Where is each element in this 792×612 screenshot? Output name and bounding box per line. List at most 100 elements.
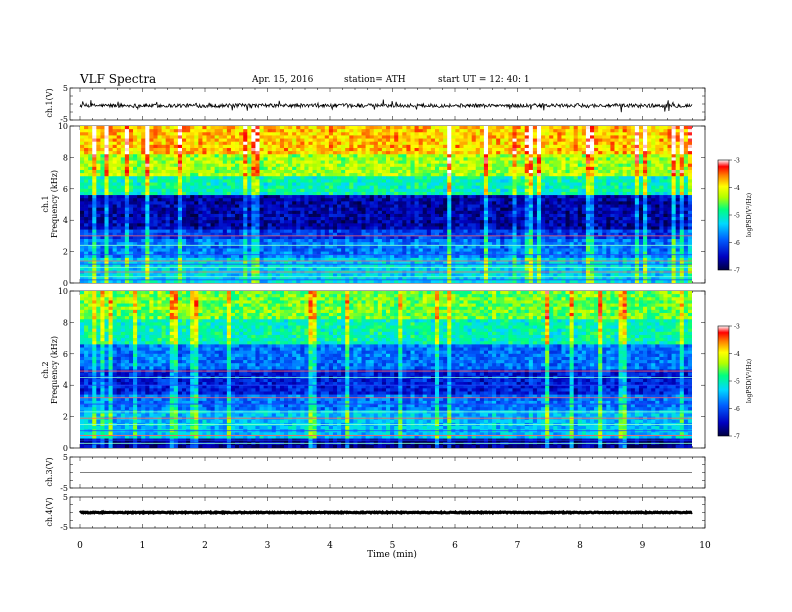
spectrogram-cell bbox=[659, 166, 664, 171]
spectrogram-cell bbox=[386, 129, 391, 133]
spectrogram-cell bbox=[626, 204, 632, 208]
spectrogram-cell bbox=[304, 207, 309, 212]
spectrogram-cell bbox=[573, 151, 579, 155]
spectrogram-cell bbox=[557, 176, 562, 180]
spectrogram-cell bbox=[679, 138, 685, 142]
spectrogram-cell bbox=[112, 176, 118, 180]
spectrogram-cell bbox=[247, 169, 252, 174]
spectrogram-cell bbox=[92, 154, 97, 158]
spectrogram-cell bbox=[104, 132, 109, 136]
spectrogram-cell bbox=[512, 207, 517, 212]
spectrogram-cell bbox=[124, 207, 130, 212]
spectrogram-cell bbox=[279, 144, 285, 149]
spectrogram-cell bbox=[316, 126, 322, 130]
spectrogram-cell bbox=[638, 151, 644, 155]
spectrogram-cell bbox=[296, 160, 301, 164]
spectrogram-cell bbox=[667, 141, 672, 146]
spectrogram-cell bbox=[251, 201, 256, 205]
spectrogram-cell bbox=[312, 129, 317, 133]
spectrogram-cell bbox=[292, 132, 297, 136]
spectrogram-cell bbox=[304, 154, 309, 158]
spectrogram-cell bbox=[422, 217, 428, 221]
spectrogram-cell bbox=[504, 157, 509, 161]
spectrogram-cell bbox=[381, 176, 387, 180]
spectrogram-cell bbox=[475, 163, 481, 168]
spectrogram-cell bbox=[598, 141, 603, 146]
spectrogram-cell bbox=[647, 169, 652, 174]
spectrogram-cell bbox=[104, 163, 109, 168]
spectrogram-cell bbox=[182, 141, 187, 146]
spectrogram-cell bbox=[279, 191, 285, 196]
spectrogram-cell bbox=[390, 188, 395, 193]
spectrogram-cell bbox=[255, 179, 260, 183]
spectrogram-cell bbox=[577, 169, 583, 174]
spectrogram-cell bbox=[512, 132, 517, 136]
spectrogram-cell bbox=[243, 191, 248, 196]
spectrogram-cell bbox=[557, 207, 562, 212]
spectrogram-cell bbox=[80, 135, 85, 139]
spectrogram-cell bbox=[500, 160, 505, 164]
spectrogram-cell bbox=[675, 198, 681, 202]
spectrogram-cell bbox=[222, 182, 228, 186]
spectrogram-cell bbox=[361, 213, 366, 218]
spectrogram-cell bbox=[386, 182, 391, 186]
spectrogram-cell bbox=[104, 182, 109, 186]
spectrogram-cell bbox=[186, 135, 191, 139]
spectrogram-cell bbox=[218, 188, 224, 193]
spectrogram-cell bbox=[80, 132, 85, 136]
spectrogram-cell bbox=[394, 138, 399, 142]
spectrogram-cell bbox=[116, 191, 122, 196]
spectrogram-cell bbox=[381, 204, 387, 208]
spectrogram-cell bbox=[418, 207, 424, 212]
spectrogram-cell bbox=[88, 132, 93, 136]
spectrogram-cell bbox=[590, 176, 595, 180]
spectrogram-cell bbox=[153, 213, 158, 218]
spectrogram-cell bbox=[508, 198, 513, 202]
spectrogram-cell bbox=[390, 179, 395, 183]
spectrogram-cell bbox=[524, 198, 530, 202]
spectrogram-cell bbox=[602, 160, 607, 164]
spectrogram-cell bbox=[133, 198, 138, 202]
spectrogram-cell bbox=[337, 163, 342, 168]
spectrogram-cell bbox=[186, 201, 191, 205]
spectrogram-cell bbox=[247, 129, 252, 133]
spectrogram-cell bbox=[687, 126, 692, 130]
spectrogram-cell bbox=[390, 173, 395, 177]
spectrogram-cell bbox=[141, 207, 146, 212]
spectrogram-cell bbox=[141, 154, 146, 158]
spectrogram-cell bbox=[112, 151, 118, 155]
spectrogram-cell bbox=[618, 213, 623, 218]
spectrogram-cell bbox=[569, 210, 574, 215]
spectrogram-cell bbox=[173, 210, 179, 215]
spectrogram-cell bbox=[251, 141, 256, 146]
spectrogram-cell bbox=[157, 217, 162, 221]
spectrogram-cell bbox=[210, 166, 215, 171]
spectrogram-cell bbox=[239, 129, 244, 133]
spectrogram-cell bbox=[353, 191, 358, 196]
spectrogram-cell bbox=[361, 147, 366, 152]
spectrogram-cell bbox=[590, 213, 595, 218]
spectrogram-cell bbox=[214, 129, 220, 133]
spectrogram-cell bbox=[128, 179, 134, 183]
spectrogram-cell bbox=[263, 188, 268, 193]
spectrogram-cell bbox=[194, 163, 199, 168]
spectrogram-cell bbox=[300, 179, 305, 183]
spectrogram-cell bbox=[643, 160, 648, 164]
spectrogram-cell bbox=[133, 163, 138, 168]
spectrogram-cell bbox=[643, 166, 648, 171]
spectrogram-cell bbox=[182, 135, 187, 139]
spectrogram-cell bbox=[679, 129, 685, 133]
spectrogram-cell bbox=[373, 191, 379, 196]
spectrogram-cell bbox=[137, 126, 142, 130]
header-date: Apr. 15, 2016 bbox=[251, 75, 314, 85]
spectrogram-cell bbox=[536, 201, 542, 205]
spectrogram-cell bbox=[206, 213, 211, 218]
spectrogram-cell bbox=[390, 166, 395, 171]
spectrogram-cell bbox=[447, 144, 452, 149]
spectrogram-cell bbox=[471, 160, 477, 164]
spectrogram-cell bbox=[508, 176, 513, 180]
spectrogram-cell bbox=[141, 160, 146, 164]
spectrogram-cell bbox=[161, 129, 166, 133]
spectrogram-cell bbox=[304, 147, 309, 152]
spectrogram-cell bbox=[100, 147, 105, 152]
